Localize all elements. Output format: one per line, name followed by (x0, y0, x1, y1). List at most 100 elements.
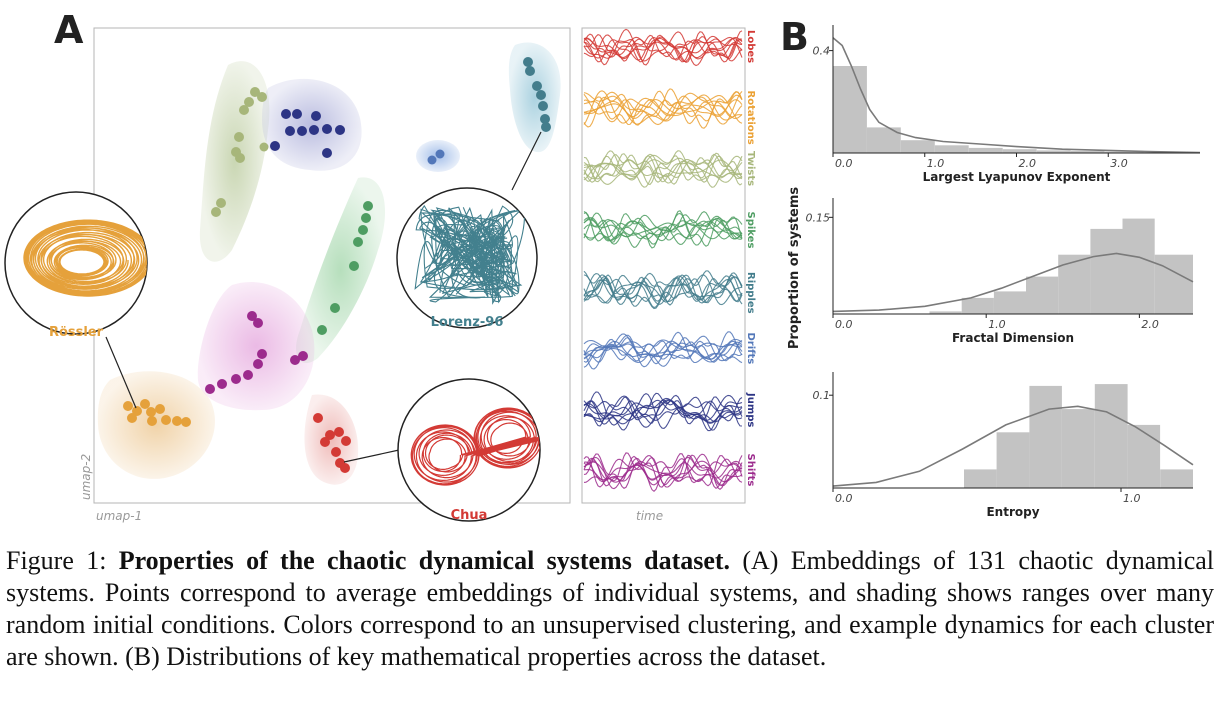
umap-2-axis-label: umap-2 (79, 454, 93, 500)
lorenz-inset: Lorenz-96 (396, 187, 538, 330)
histogram-bar (1058, 254, 1091, 314)
twists-point (211, 207, 221, 217)
histogram-bar (961, 297, 994, 314)
kde-curve (832, 405, 1194, 487)
x-tick-label: 2.0 (1019, 157, 1037, 170)
time-series-trace (583, 153, 743, 184)
jumps-point (322, 124, 332, 134)
cluster-label-ripples: Ripples (745, 272, 756, 314)
x-axis-label: Fractal Dimension (952, 331, 1074, 345)
jumps-point (311, 111, 321, 121)
rotations-point (132, 406, 142, 416)
spikes-point (358, 225, 368, 235)
panel-b: B Proportion of systems 0.0 1.0 2.0 3.0 0.4 L… (780, 15, 1201, 519)
twists-point (234, 132, 244, 142)
spikes-point (353, 237, 363, 247)
time-series-trace (583, 37, 743, 59)
proportion-axis-label: Proportion of systems (787, 187, 802, 350)
drifts-point (435, 149, 445, 159)
lobes-point (341, 436, 351, 446)
x-tick-label: 0.0 (835, 318, 853, 331)
spikes-point (330, 303, 340, 313)
spikes-point (363, 201, 373, 211)
x-axis-label: Largest Lyapunov Exponent (923, 170, 1111, 184)
shifts-point (253, 359, 263, 369)
shifts-point (247, 311, 257, 321)
time-series-trace (583, 272, 743, 306)
histogram-bar (1127, 424, 1161, 488)
chua-inset: Chua (397, 378, 541, 523)
rossler-trajectory (23, 219, 147, 297)
twists-point (216, 198, 226, 208)
time-series-trace (583, 453, 743, 490)
lobes-points (313, 413, 351, 473)
x-axis-label: Entropy (986, 505, 1039, 519)
panel-b-label: B (780, 15, 809, 59)
histogram-2: 0.0 1.0 2.0 0.15 Fractal Dimension (806, 198, 1194, 345)
panel-a-label: A (54, 8, 84, 52)
shifts-point (253, 318, 263, 328)
jumps-point (322, 148, 332, 158)
shifts-point (290, 355, 300, 365)
shifts-point (298, 351, 308, 361)
histogram-bar (1062, 409, 1095, 488)
time-series-trace (583, 210, 743, 249)
time-series-trace (583, 400, 743, 419)
chua-connector (343, 449, 400, 463)
histogram-bar (1070, 151, 1105, 153)
rotations-density (97, 371, 215, 479)
rossler-label: Rössler (49, 325, 104, 340)
time-series-trace (583, 34, 743, 63)
jumps-point (309, 125, 319, 135)
histogram-bar (1026, 276, 1059, 314)
time-series-trace (583, 98, 743, 119)
time-series-trace (583, 274, 743, 305)
lobes-point (320, 437, 330, 447)
histogram-bar (1002, 149, 1037, 153)
caption-prefix: Figure 1: (6, 546, 119, 575)
lorenz-label: Lorenz-96 (431, 315, 504, 330)
drifts-point (427, 155, 437, 165)
time-series-trace (583, 155, 743, 183)
time-series-trace (583, 391, 743, 431)
ripples-points (523, 57, 551, 132)
embedding-points (123, 57, 551, 473)
time-series-trace (583, 460, 743, 483)
cluster-label-lobes: Lobes (745, 30, 756, 63)
x-tick-label: 1.0 (927, 157, 945, 170)
twists-point (250, 87, 260, 97)
x-tick-label: 3.0 (1110, 157, 1128, 170)
twists-points (211, 87, 269, 217)
cluster-labels: Lobes Rotations Twists Spikes Ripples Drifts J… (745, 30, 756, 486)
histogram-bar (1094, 384, 1128, 488)
shifts-point (231, 374, 241, 384)
lorenz-trajectory (435, 207, 526, 305)
twists-point (235, 153, 245, 163)
time-series-trace (583, 274, 743, 306)
time-series-trace (583, 452, 743, 493)
cluster-label-shifts: Shifts (745, 454, 756, 487)
histogram-bar (1036, 150, 1071, 153)
histogram-bar (934, 145, 969, 153)
ripples-point (532, 81, 542, 91)
jumps-point (335, 125, 345, 135)
time-series-trace (583, 392, 743, 432)
lorenz-connector (511, 131, 542, 191)
lobes-point (325, 430, 335, 440)
ripples-density (508, 42, 561, 153)
time-series-trace (583, 270, 743, 310)
lobes-point (334, 427, 344, 437)
twists-point (259, 142, 269, 152)
cluster-label-drifts: Drifts (745, 333, 756, 365)
y-tick-label: 0.4 (813, 45, 831, 58)
time-series-trace (583, 338, 743, 363)
twists-point (239, 105, 249, 115)
ripples-point (536, 90, 546, 100)
histogram-bar (964, 469, 997, 488)
y-tick-label: 0.1 (813, 389, 831, 402)
histogram-bar (996, 432, 1030, 488)
time-series-trace (583, 88, 743, 129)
rotations-point (146, 407, 156, 417)
rossler-attractor (23, 219, 147, 297)
chua-trajectory (410, 407, 540, 486)
